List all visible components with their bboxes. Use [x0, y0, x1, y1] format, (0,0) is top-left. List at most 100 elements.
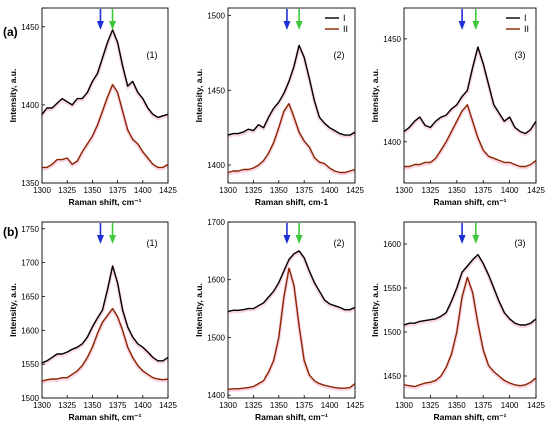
- series-I-halo: [227, 44, 356, 139]
- x-axis-label: Raman shift, cm⁻¹: [255, 412, 328, 422]
- plot-frame: [403, 221, 537, 399]
- row-label-a: (a): [3, 25, 18, 39]
- green-arrow-head: [295, 235, 303, 244]
- row-label-b: (b): [3, 225, 18, 239]
- x-tick-label: 1300: [33, 186, 51, 195]
- series-I-line: [403, 46, 537, 135]
- x-axis-label: Raman shift, cm⁻¹: [69, 197, 142, 207]
- panels-group: 1300 1325 1350 1375 1400 1425 1350 1400 1450 Rama…: [8, 7, 545, 422]
- x-tick-label: 1400: [501, 401, 519, 410]
- y-tick-label: 1550: [21, 360, 39, 369]
- x-tick-label: 1425: [527, 186, 545, 195]
- x-tick-label: 1425: [159, 401, 177, 410]
- series-II-line: [404, 104, 537, 168]
- blue-arrow-head: [96, 21, 104, 30]
- y-tick-label: 1350: [21, 179, 39, 188]
- y-tick-label: 1450: [21, 23, 39, 32]
- x-tick-label: 1375: [474, 401, 492, 410]
- series-I-line: [41, 29, 169, 119]
- y-tick-label: 1700: [207, 218, 225, 227]
- x-tick-label: 1350: [448, 186, 466, 195]
- y-axis-label: Intensity, a.u.: [370, 283, 380, 337]
- series-I-halo: [41, 265, 169, 366]
- series-I-line: [41, 265, 169, 364]
- y-axis-label: Intensity, a.u.: [194, 283, 204, 337]
- panel-number-label: (2): [334, 238, 345, 248]
- y-tick-label: 1450: [383, 35, 401, 44]
- green-arrow-head: [472, 235, 480, 244]
- x-tick-label: 1425: [346, 186, 364, 195]
- x-tick-label: 1300: [395, 186, 413, 195]
- panel-number-label: (2): [334, 50, 345, 60]
- green-arrow-head: [295, 21, 303, 30]
- x-tick-label: 1425: [527, 401, 545, 410]
- y-tick-label: 1700: [21, 259, 39, 268]
- series-I-halo: [403, 254, 538, 328]
- series-I-line: [227, 44, 356, 136]
- series-II-halo: [227, 103, 356, 176]
- x-tick-label: 1375: [109, 186, 127, 195]
- series-II-line: [227, 267, 356, 390]
- x-tick-label: 1325: [245, 186, 263, 195]
- x-tick-label: 1350: [270, 186, 288, 195]
- legend-label-II: II: [343, 24, 348, 34]
- y-tick-label: 1500: [207, 333, 225, 342]
- series-I-line: [227, 250, 356, 313]
- x-tick-label: 1350: [84, 401, 102, 410]
- series-II-line: [227, 103, 356, 174]
- x-tick-label: 1300: [33, 401, 51, 410]
- x-tick-label: 1400: [321, 401, 339, 410]
- series-II-halo: [42, 84, 169, 171]
- legend-label-I: I: [343, 13, 346, 23]
- series-II-line: [41, 307, 169, 382]
- y-axis-label: Intensity, a.u.: [8, 283, 18, 337]
- blue-arrow-head: [458, 21, 466, 30]
- y-tick-label: 1400: [383, 138, 401, 147]
- x-tick-label: 1375: [474, 186, 492, 195]
- panel-6: 1300 1325 1350 1375 1400 1425 1450 1500 1550 1600…: [370, 221, 545, 422]
- y-tick-label: 1500: [21, 394, 39, 403]
- x-tick-label: 1400: [134, 401, 152, 410]
- panel-3: 1300 1325 1350 1375 1400 1425 1400 1450 Raman sh…: [370, 7, 545, 207]
- green-arrow-head: [109, 235, 117, 244]
- x-axis-label: Raman shift, cm⁻¹: [434, 412, 507, 422]
- x-tick-label: 1350: [84, 186, 102, 195]
- x-tick-label: 1325: [58, 186, 76, 195]
- y-tick-label: 1400: [207, 161, 225, 170]
- y-axis-label: Intensity, a.u.: [370, 69, 380, 123]
- series-II-line: [403, 276, 537, 388]
- x-tick-label: 1375: [295, 186, 313, 195]
- series-II-halo: [227, 267, 357, 393]
- x-tick-label: 1300: [219, 186, 237, 195]
- x-tick-label: 1325: [58, 401, 76, 410]
- panel-number-label: (3): [515, 50, 526, 60]
- blue-arrow-head: [283, 21, 291, 30]
- plot-frame: [227, 7, 356, 184]
- y-tick-label: 1600: [383, 240, 401, 249]
- plot-frame: [227, 221, 356, 399]
- y-tick-label: 1400: [207, 391, 225, 400]
- x-tick-label: 1400: [321, 186, 339, 195]
- plot-frame: [41, 221, 169, 399]
- x-tick-label: 1325: [422, 186, 440, 195]
- series-II-halo: [41, 308, 169, 384]
- x-tick-label: 1325: [245, 401, 263, 410]
- x-tick-label: 1350: [448, 401, 466, 410]
- series-II-halo: [403, 276, 538, 390]
- legend-label-I: I: [524, 13, 527, 23]
- x-tick-label: 1400: [501, 186, 519, 195]
- x-tick-label: 1300: [219, 401, 237, 410]
- x-tick-label: 1325: [422, 401, 440, 410]
- panel-2: 1300 1325 1350 1375 1400 1425 1400 1450 1500 Rama…: [194, 7, 364, 207]
- y-tick-label: 1450: [207, 86, 225, 95]
- y-tick-label: 1500: [383, 328, 401, 337]
- panel-4: 1300 1325 1350 1375 1400 1425 1500 1550 1600 1650…: [8, 221, 177, 422]
- y-axis-label: Intensity, a.u.: [8, 69, 18, 123]
- x-axis-label: Raman shift, cm⁻¹: [434, 197, 507, 207]
- series-I-halo: [402, 46, 538, 137]
- y-tick-label: 1400: [21, 101, 39, 110]
- series-I-halo: [227, 250, 356, 315]
- panel-number-label: (1): [147, 238, 158, 248]
- y-tick-label: 1500: [207, 11, 225, 20]
